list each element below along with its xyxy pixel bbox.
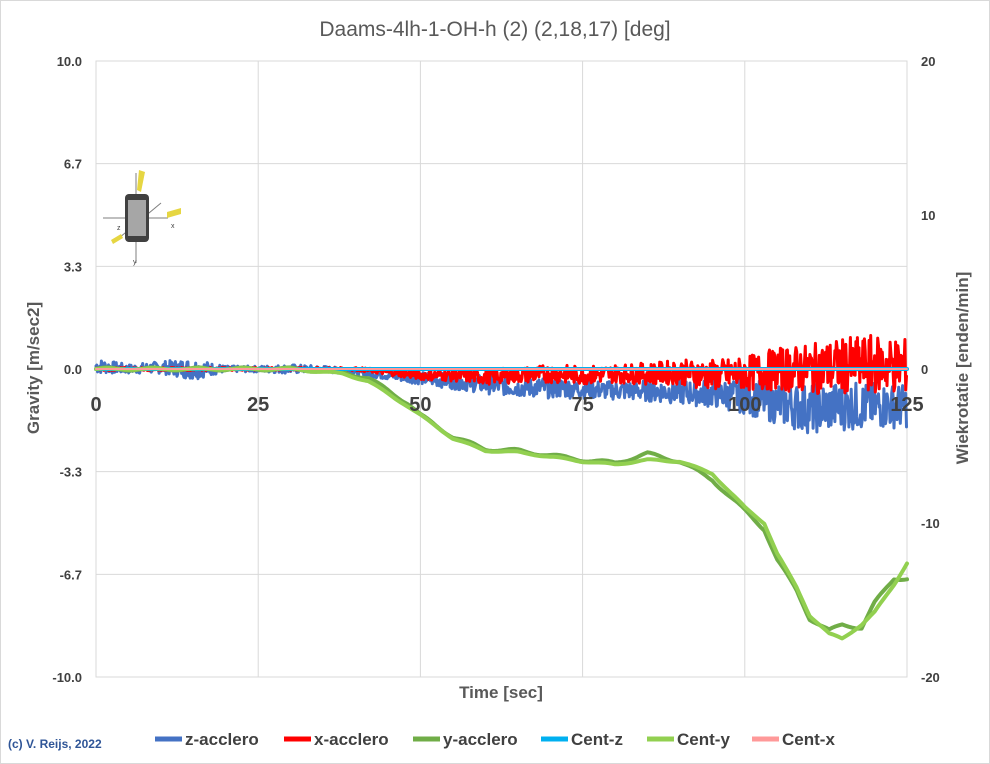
legend-item-z-acclero: z-acclero (155, 730, 259, 749)
legend-label-y-acclero: y-acclero (443, 730, 518, 749)
legend-item-cent-z: Cent-z (541, 730, 623, 749)
y2-tick-label: 10 (921, 208, 935, 223)
x-tick-label: 125 (890, 394, 923, 416)
svg-text:x: x (171, 223, 175, 230)
y-tick-label: -10.0 (52, 670, 82, 685)
y-tick-label: -6.7 (60, 567, 82, 582)
y2-axis-title: Wiekrotatie [enden/min] (953, 272, 972, 465)
legend-label-cent-z: Cent-z (571, 730, 623, 749)
y-tick-label: 3.3 (64, 259, 82, 274)
legend-label-x-acclero: x-acclero (314, 730, 389, 749)
svg-text:y: y (133, 259, 137, 266)
legend-label-cent-y: Cent-y (677, 730, 730, 749)
legend-item-x-acclero: x-acclero (284, 730, 389, 749)
legend-item-cent-x: Cent-x (752, 730, 835, 749)
legend: z-acclero x-acclero y-acclero Cent-z Cen… (155, 730, 835, 749)
x-tick-label: 0 (90, 394, 101, 416)
x-tick-label: 50 (409, 394, 431, 416)
x-tick-label: 100 (728, 394, 761, 416)
phone-axes-icon: x z y (103, 170, 181, 266)
svg-text:z: z (117, 225, 121, 232)
y-tick-label: 0.0 (64, 362, 82, 377)
chart-title: Daams-4lh-1-OH-h (2) (2,18,17) [deg] (319, 18, 670, 41)
y-tick-label: 10.0 (57, 54, 82, 69)
legend-item-y-acclero: y-acclero (413, 730, 518, 749)
legend-label-z-acclero: z-acclero (185, 730, 259, 749)
copyright-credit: (c) V. Reijs, 2022 (8, 737, 102, 751)
x-tick-label: 75 (571, 394, 593, 416)
legend-item-cent-y: Cent-y (647, 730, 730, 749)
series-layer (94, 334, 909, 641)
y-tick-label: 6.7 (64, 157, 82, 172)
x-axis-title: Time [sec] (459, 683, 543, 702)
y2-tick-label: -10 (921, 516, 940, 531)
y-axis-title: Gravity [m/sec2] (24, 302, 43, 434)
y2-tick-label: 0 (921, 362, 928, 377)
x-tick-label: 25 (247, 394, 269, 416)
y-tick-label: -3.3 (60, 465, 82, 480)
y2-tick-label: -20 (921, 670, 940, 685)
y2-tick-label: 20 (921, 54, 935, 69)
legend-label-cent-x: Cent-x (782, 730, 835, 749)
